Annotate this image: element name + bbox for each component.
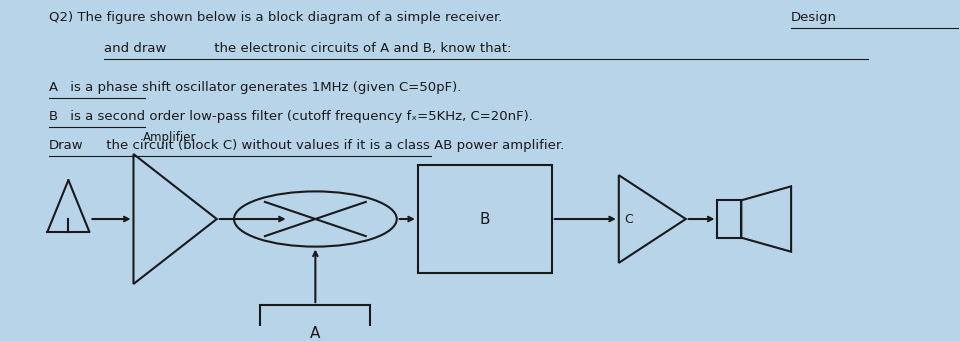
Text: is a phase shift oscillator generates 1MHz (given C=50pF).: is a phase shift oscillator generates 1M… (66, 81, 462, 94)
Text: B: B (49, 110, 59, 123)
Text: and draw: and draw (104, 42, 166, 55)
Text: Draw: Draw (49, 139, 84, 152)
Bar (418, 165, 552, 272)
Text: Amplifier: Amplifier (143, 131, 197, 144)
Text: is a second order low-pass filter (cutoff frequency fₓ=5KHz, C=20nF).: is a second order low-pass filter (cutof… (66, 110, 534, 123)
Text: Q2) The figure shown below is a block diagram of a simple receiver.: Q2) The figure shown below is a block di… (49, 11, 511, 24)
Text: A: A (310, 326, 321, 341)
Text: A: A (49, 81, 59, 94)
Bar (717, 201, 741, 238)
Text: B: B (480, 211, 490, 226)
Text: the electronic circuits of A and B, know that:: the electronic circuits of A and B, know… (210, 42, 512, 55)
Text: the circuit (block C) without values if it is a class AB power amplifier.: the circuit (block C) without values if … (102, 139, 564, 152)
Text: C: C (625, 212, 634, 225)
Bar (260, 305, 371, 341)
Text: Design: Design (791, 11, 837, 24)
